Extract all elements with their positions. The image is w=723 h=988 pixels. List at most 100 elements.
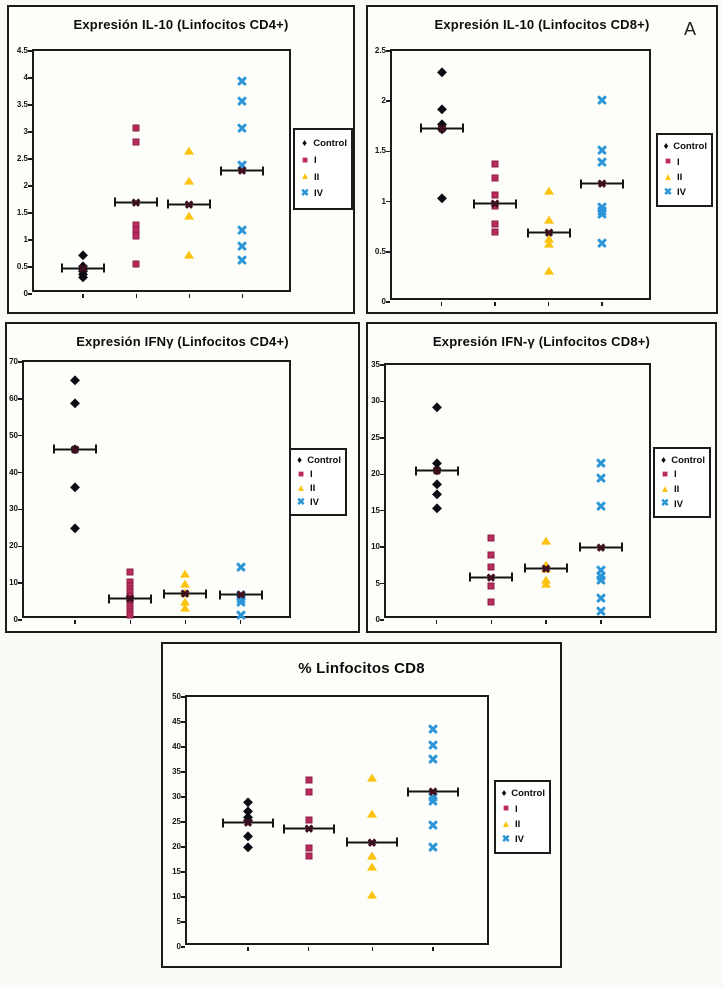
mean-x-marker [126,595,134,603]
y-axis-tick-mark [181,871,185,873]
y-axis-tick-label: 4.5 [16,46,28,55]
chart-title: Expresión IFNγ (Linfocitos CD4+) [76,334,289,349]
y-axis-tick-label: 20 [371,469,380,479]
chart-legend: ♦ Control ■ I ▲ II ✖ IV [494,780,551,854]
legend-item-i: ■ I [500,804,545,814]
mean-x-marker [185,200,193,208]
y-axis-tick-mark [181,746,185,748]
data-point-i [491,160,499,168]
x-axis-tick-mark [601,302,603,306]
mean-x-marker [487,573,495,581]
y-axis-tick-label: 1.5 [374,146,386,156]
mean-error-bar [419,123,464,133]
y-axis-tick-mark [380,509,384,512]
x-axis-tick-mark [184,620,187,624]
y-axis-tick-mark [181,946,185,948]
legend-item-iv: ✖ IV [662,186,707,198]
y-axis-tick-label: 40 [172,742,181,751]
chart-legend: ♦ Control ■ I ▲ II ✖ IV [656,133,713,207]
legend-label: Control [673,141,707,153]
data-point-iv [596,593,606,603]
data-point-ii [184,211,195,220]
legend-item-i: ■ I [662,157,707,167]
diamond-icon: ♦ [501,788,507,800]
triangle-icon: ▲ [296,483,306,494]
y-axis-tick-label: 25 [371,432,380,442]
legend-label: IV [677,187,686,198]
y-axis-tick-mark [18,508,22,511]
mean-x-marker [433,467,441,475]
legend-label: I [310,469,313,481]
data-point-ii [367,809,378,818]
x-axis-tick-mark [74,620,76,624]
y-axis-tick-mark [181,696,185,698]
x-axis-tick-mark [307,947,310,951]
data-point-i [132,124,140,132]
y-axis-tick-mark [28,77,32,79]
data-point-i [305,852,313,860]
data-point-ii [367,890,378,899]
mean-error-bar [524,563,569,573]
data-point-ii [180,603,191,612]
y-axis-tick-mark [181,721,185,723]
data-point-iv [597,209,607,219]
y-axis-tick-label: 0 [176,942,181,951]
y-axis-tick-label: 20 [172,842,181,851]
mean-x-marker [132,198,140,206]
x-axis-tick-mark [82,294,84,298]
y-axis-tick-label: 5 [375,578,380,588]
mean-error-bar [53,444,98,454]
square-icon: ■ [661,469,669,481]
mean-x-marker [598,180,606,188]
legend-item-control: ♦ Control [500,789,545,799]
data-point-i [491,174,499,181]
diamond-icon: ♦ [302,137,308,149]
y-axis-tick-label: 50 [9,430,18,440]
x-axis-tick-mark [600,620,602,624]
y-axis-tick-mark [380,437,384,439]
mean-error-bar [282,824,335,833]
mean-error-bar [114,197,159,207]
mean-x-marker [237,591,245,599]
data-point-iv [596,458,606,468]
legend-item-ii: ▲ II [659,484,705,495]
data-point-control [243,831,253,841]
legend-item-ii: ▲ II [299,172,347,182]
y-axis-tick-label: 15 [371,505,380,515]
xmark-icon: ✖ [663,186,673,198]
data-point-ii [184,250,195,259]
y-axis-tick-mark [181,921,185,923]
y-axis-tick-label: 0 [23,289,28,298]
y-axis-tick-mark [18,398,22,400]
data-point-ii [180,569,191,578]
y-axis-tick-label: 0 [375,615,380,624]
xmark-icon: ✖ [296,497,306,508]
y-axis-tick-mark [181,796,185,798]
x-axis-tick-mark [129,620,131,624]
y-axis-tick-label: 35 [172,767,181,776]
y-axis-tick-mark [181,771,185,773]
chart-title: Expresión IL-10 (Linfocitos CD8+) [434,17,650,32]
y-axis-tick-label: 15 [172,867,181,876]
data-point-i [491,220,499,228]
data-point-iv [237,76,247,86]
x-axis-tick-mark [371,947,374,951]
legend-label: IV [314,188,323,200]
data-point-ii [184,176,195,185]
square-icon: ■ [502,803,510,815]
mean-error-bar [407,787,460,796]
data-point-iv [597,95,607,105]
legend-label: Control [313,138,347,150]
y-axis-tick-mark [28,158,32,160]
data-point-iv [428,724,438,734]
legend-label: Control [671,454,705,466]
y-axis-tick-label: 2.5 [16,154,28,163]
data-point-iv [428,754,438,764]
square-icon: ■ [297,469,305,480]
data-point-control [70,375,80,386]
y-axis-tick-mark [380,400,384,403]
mean-error-bar [473,199,518,209]
plot-area: 0 0.5 1 1.5 2 2.5 [375,47,651,306]
y-axis-tick-label: 30 [371,396,380,406]
data-point-ii [367,773,378,782]
